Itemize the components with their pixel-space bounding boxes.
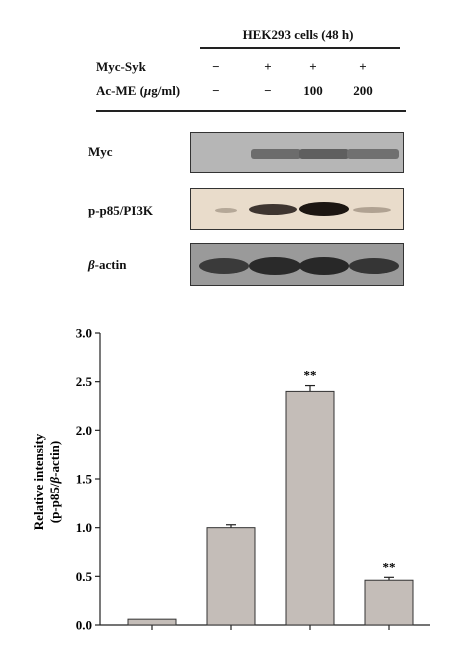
myc-blot-label: Myc (88, 144, 113, 159)
pp85-band-1 (215, 208, 237, 213)
pp85-band-3 (299, 202, 349, 216)
ylabel-beta: β (47, 477, 62, 485)
acme-row-label: Ac-ME (μg/ml) (96, 83, 180, 99)
actin-blot (190, 243, 404, 286)
y-tick-label: 1.5 (76, 472, 93, 487)
y-axis-label-line-2: (p-p85/β-actin) (47, 441, 62, 524)
pp85-blot-label: p-p85/PI3K (88, 203, 154, 218)
myc-syk-value-2: + (264, 59, 272, 74)
acme-value-4: 200 (353, 83, 373, 98)
actin-beta: β (88, 257, 95, 272)
ylabel-suffix: -actin) (47, 441, 62, 477)
cell-header-label: HEK293 cells (48 h) (242, 27, 354, 42)
acme-value-3: 100 (303, 83, 323, 98)
actin-band-3 (299, 257, 349, 275)
acme-mu: μ (144, 83, 152, 98)
actin-suffix: -actin (94, 257, 127, 272)
pp85-band-2 (249, 204, 297, 215)
actin-band-2 (249, 257, 301, 275)
pp85-band-4 (353, 207, 391, 213)
cell-header-underline (200, 47, 400, 49)
ylabel-prefix: (p-p85/ (47, 483, 62, 523)
myc-syk-value-3: + (309, 59, 317, 74)
myc-band-4 (347, 149, 399, 159)
bar (285, 390, 335, 626)
acme-prefix: Ac-ME ( (96, 83, 145, 98)
pp85-blot (190, 188, 404, 230)
myc-blot (190, 132, 404, 173)
myc-syk-row-label: Myc-Syk (96, 59, 146, 74)
actin-blot-label: β-actin (88, 257, 126, 273)
bar (127, 618, 177, 626)
y-tick-label: 0.5 (76, 569, 93, 584)
myc-band-2 (251, 149, 301, 159)
header-divider (96, 110, 406, 112)
acme-value-2: − (264, 83, 272, 98)
y-axis-label-line-1: Relative intensity (31, 433, 46, 530)
y-tick-label: 2.0 (76, 423, 92, 438)
acme-suffix: g/ml) (151, 83, 181, 98)
acme-value-1: − (212, 83, 220, 98)
myc-syk-value-4: + (359, 59, 367, 74)
y-tick-label: 3.0 (76, 326, 92, 341)
actin-band-1 (199, 258, 249, 274)
y-tick-label: 1.0 (76, 520, 92, 535)
chart-bars: ** ** (127, 368, 414, 626)
y-tick-label: 0.0 (76, 618, 92, 633)
bar (364, 579, 414, 626)
myc-band-3 (299, 149, 349, 159)
significance-label: ** (383, 559, 396, 574)
actin-band-4 (349, 258, 399, 274)
significance-label: ** (304, 368, 317, 383)
bar (206, 527, 256, 626)
y-tick-label: 2.5 (76, 374, 93, 389)
myc-syk-value-1: − (212, 59, 220, 74)
